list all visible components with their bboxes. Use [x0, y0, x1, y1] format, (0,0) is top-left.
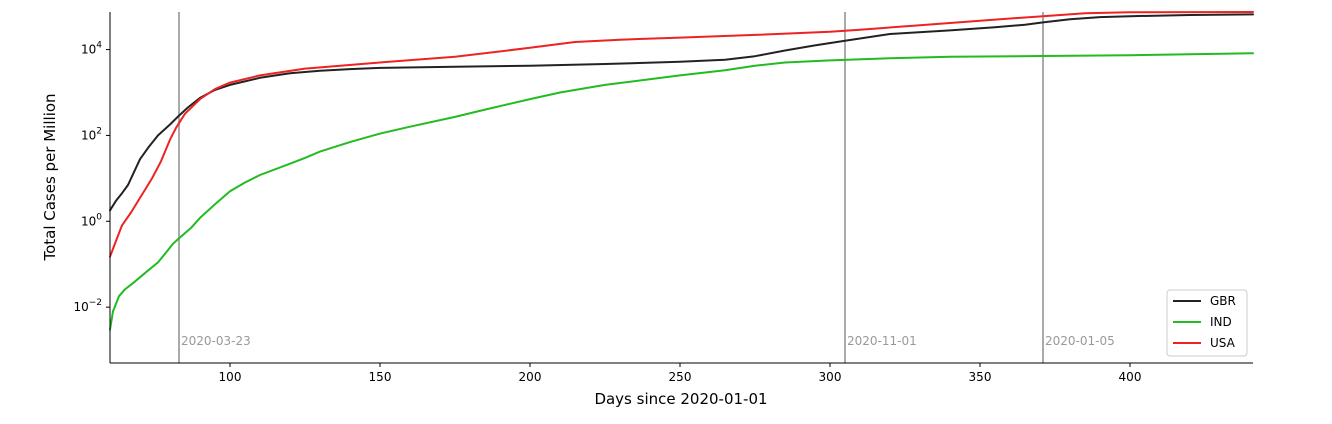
legend-label-gbr: GBR: [1210, 294, 1236, 308]
x-ticks: 100 150 200 250 300 350 400: [219, 363, 1142, 384]
y-tick-label-2: 102: [81, 126, 102, 142]
series-line-gbr: [109, 13, 1254, 212]
x-tick-label-5: 350: [969, 370, 992, 384]
vertical-reference-lines: 2020-03-23 2020-11-01 2020-01-05: [178, 12, 1115, 363]
legend-box: [1166, 289, 1248, 357]
legend: GBR IND USA: [1166, 289, 1248, 357]
series-line-usa: [109, 11, 1254, 258]
y-tick-label-1: 100: [81, 212, 102, 228]
legend-label-usa: USA: [1210, 336, 1236, 350]
y-tick-label-0: 10−2: [73, 298, 102, 314]
y-ticks: 10−2 100 102 104: [73, 41, 110, 314]
vline-label-1: 2020-11-01: [847, 334, 917, 348]
x-tick-label-4: 300: [819, 370, 842, 384]
x-tick-label-3: 250: [669, 370, 692, 384]
y-axis-label: Total Cases per Million: [41, 93, 59, 261]
x-tick-label-6: 400: [1119, 370, 1142, 384]
vline-label-2: 2020-01-05: [1045, 334, 1115, 348]
x-axis-label: Days since 2020-01-01: [594, 390, 767, 408]
y-tick-label-3: 104: [81, 41, 102, 57]
x-tick-label-2: 200: [519, 370, 542, 384]
x-tick-label-1: 150: [369, 370, 392, 384]
series-line-ind: [109, 52, 1254, 331]
x-tick-label-0: 100: [219, 370, 242, 384]
series-lines: [109, 11, 1254, 331]
axes: [109, 12, 1253, 364]
vline-label-0: 2020-03-23: [181, 334, 251, 348]
legend-label-ind: IND: [1210, 315, 1232, 329]
